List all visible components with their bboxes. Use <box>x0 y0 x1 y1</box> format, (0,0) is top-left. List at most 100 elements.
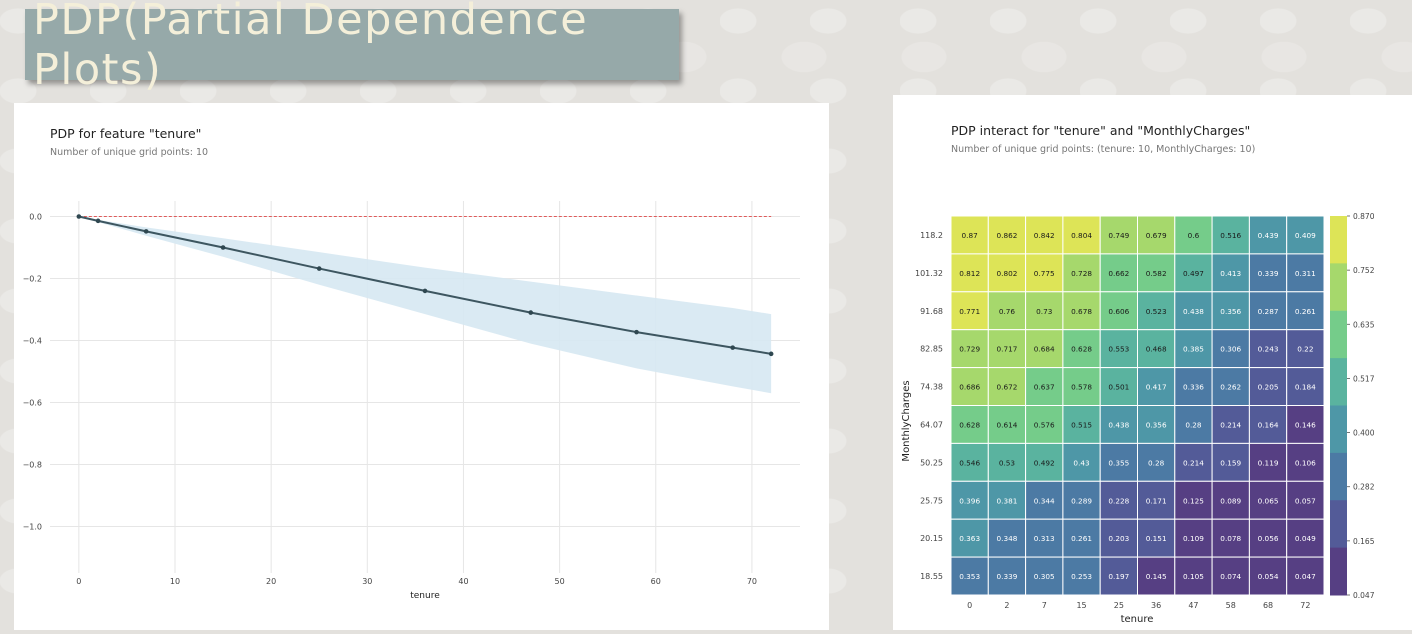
heatmap-x-tick-label: 15 <box>1076 601 1086 610</box>
heatmap-cell-value: 0.749 <box>1108 231 1129 240</box>
chart-title: PDP for feature "tenure" <box>50 126 201 141</box>
heatmap-cell-value: 0.057 <box>1295 496 1316 505</box>
heatmap-cell <box>1099 518 1138 558</box>
heatmap-cell <box>1099 291 1138 331</box>
heatmap-y-tick-label: 101.32 <box>915 269 943 278</box>
heatmap-cell-value: 0.261 <box>1071 534 1092 543</box>
y-tick-label: −0.2 <box>23 275 42 284</box>
heatmap-cell-value: 0.151 <box>1146 534 1167 543</box>
heatmap-cell-value: 0.047 <box>1295 572 1316 581</box>
heatmap-cell-value: 0.065 <box>1258 496 1279 505</box>
heatmap-cell-value: 0.28 <box>1185 420 1202 429</box>
colorbar-segment <box>1330 310 1347 359</box>
heatmap-cell-value: 0.679 <box>1146 231 1167 240</box>
heatmap-cell-value: 0.775 <box>1034 269 1055 278</box>
heatmap-cell <box>1099 556 1138 596</box>
heatmap-cell <box>1211 442 1250 482</box>
y-tick-label: −1.0 <box>23 523 42 532</box>
confidence-band <box>78 216 772 394</box>
heatmap-cell <box>1099 405 1138 444</box>
y-tick-label: −0.6 <box>23 399 42 408</box>
heatmap-cell <box>1025 291 1064 331</box>
heatmap-cell-value: 0.197 <box>1108 572 1129 581</box>
heatmap-cell <box>1062 367 1101 407</box>
heatmap-cell-value: 0.243 <box>1258 345 1279 354</box>
heatmap-cell-value: 0.22 <box>1297 345 1313 354</box>
heatmap-cell <box>1248 442 1288 482</box>
colorbar-segment <box>1330 500 1347 549</box>
heatmap-cell-value: 0.628 <box>959 420 980 429</box>
heatmap-cell-value: 0.576 <box>1034 420 1055 429</box>
colorbar-segment <box>1330 547 1347 596</box>
heatmap-cell-value: 0.089 <box>1220 496 1241 505</box>
colorbar-segment <box>1330 452 1347 501</box>
x-tick-label: 50 <box>555 577 565 586</box>
heatmap-cell <box>1286 329 1325 369</box>
heatmap-cell-value: 0.125 <box>1183 496 1204 505</box>
heatmap-cell-value: 0.76 <box>999 307 1016 316</box>
heatmap-cell-value: 0.6 <box>1188 231 1200 240</box>
heatmap-cell-value: 0.53 <box>999 458 1016 467</box>
heatmap-cell-value: 0.171 <box>1146 496 1167 505</box>
heatmap-cell <box>1025 480 1064 520</box>
heatmap-cell <box>1248 556 1288 596</box>
heatmap-cell <box>1099 253 1138 293</box>
heatmap-cell <box>1174 329 1213 369</box>
heatmap-cell <box>1025 329 1064 369</box>
heatmap-cell-value: 0.678 <box>1071 307 1092 316</box>
heatmap-cell-value: 0.842 <box>1034 231 1055 240</box>
heatmap-cell-value: 0.049 <box>1295 534 1316 543</box>
heatmap-cell-value: 0.804 <box>1071 231 1092 240</box>
heatmap-cell-value: 0.228 <box>1108 496 1129 505</box>
heatmap-cell-value: 0.578 <box>1071 383 1092 392</box>
x-tick-label: 40 <box>458 577 468 586</box>
heatmap-cell-value: 0.253 <box>1071 572 1092 581</box>
heatmap-cell-value: 0.145 <box>1146 572 1167 581</box>
colorbar-tick-label: 0.870 <box>1353 212 1375 221</box>
heatmap-cell <box>950 291 989 331</box>
heatmap-cell-value: 0.355 <box>1108 458 1129 467</box>
heatmap-cell <box>1286 518 1325 558</box>
heatmap-cell-value: 0.289 <box>1071 496 1092 505</box>
heatmap-cell <box>1286 556 1325 596</box>
slide-title: PDP(Partial Dependence Plots) <box>33 0 589 95</box>
pdp-line-chart-panel: PDP for feature "tenure" Number of uniqu… <box>14 103 829 630</box>
heatmap-cell <box>1211 291 1250 331</box>
colorbar-segment <box>1330 216 1347 264</box>
heatmap-cell-value: 0.214 <box>1183 458 1204 467</box>
pdp-heatmap-panel: PDP interact for "tenure" and "MonthlyCh… <box>893 95 1412 630</box>
heatmap-cell-value: 0.637 <box>1034 383 1055 392</box>
heatmap-cell-value: 0.684 <box>1034 345 1055 354</box>
heatmap-x-tick-label: 36 <box>1151 601 1161 610</box>
heatmap-cell-value: 0.516 <box>1220 231 1241 240</box>
heatmap-cell <box>950 518 989 558</box>
heatmap-cell <box>1062 291 1101 331</box>
heatmap-cell-value: 0.812 <box>959 269 980 278</box>
heatmap-cell <box>1174 291 1213 331</box>
heatmap-x-tick-label: 0 <box>967 601 972 610</box>
heatmap-cell-value: 0.628 <box>1071 345 1092 354</box>
pdp-point <box>95 218 101 224</box>
heatmap-cell <box>1137 367 1176 407</box>
heatmap-cell-value: 0.287 <box>1258 307 1279 316</box>
heatmap-cell <box>987 367 1027 407</box>
heatmap-cell-value: 0.306 <box>1220 345 1241 354</box>
pdp-point <box>634 329 639 335</box>
heatmap-cell-value: 0.261 <box>1295 307 1316 316</box>
heatmap-cell-value: 0.363 <box>959 534 980 543</box>
colorbar-tick-label: 0.752 <box>1353 266 1375 275</box>
heatmap-cell <box>1248 367 1288 407</box>
heatmap-cell-value: 0.205 <box>1258 383 1279 392</box>
heatmap-cell-value: 0.119 <box>1258 458 1279 467</box>
heatmap-y-axis-label: MonthlyCharges <box>901 380 912 461</box>
heatmap-cell <box>1062 556 1101 596</box>
heatmap-x-tick-label: 58 <box>1226 601 1236 610</box>
pdp-point <box>730 345 735 350</box>
heatmap-cell-value: 0.523 <box>1146 307 1167 316</box>
colorbar-tick-label: 0.517 <box>1353 374 1375 383</box>
heatmap-cell-value: 0.28 <box>1148 458 1165 467</box>
heatmap-cell <box>1025 215 1064 255</box>
heatmap-cell <box>1211 367 1250 407</box>
heatmap-cell-value: 0.438 <box>1183 307 1204 316</box>
chart-subtitle: Number of unique grid points: 10 <box>50 147 208 158</box>
